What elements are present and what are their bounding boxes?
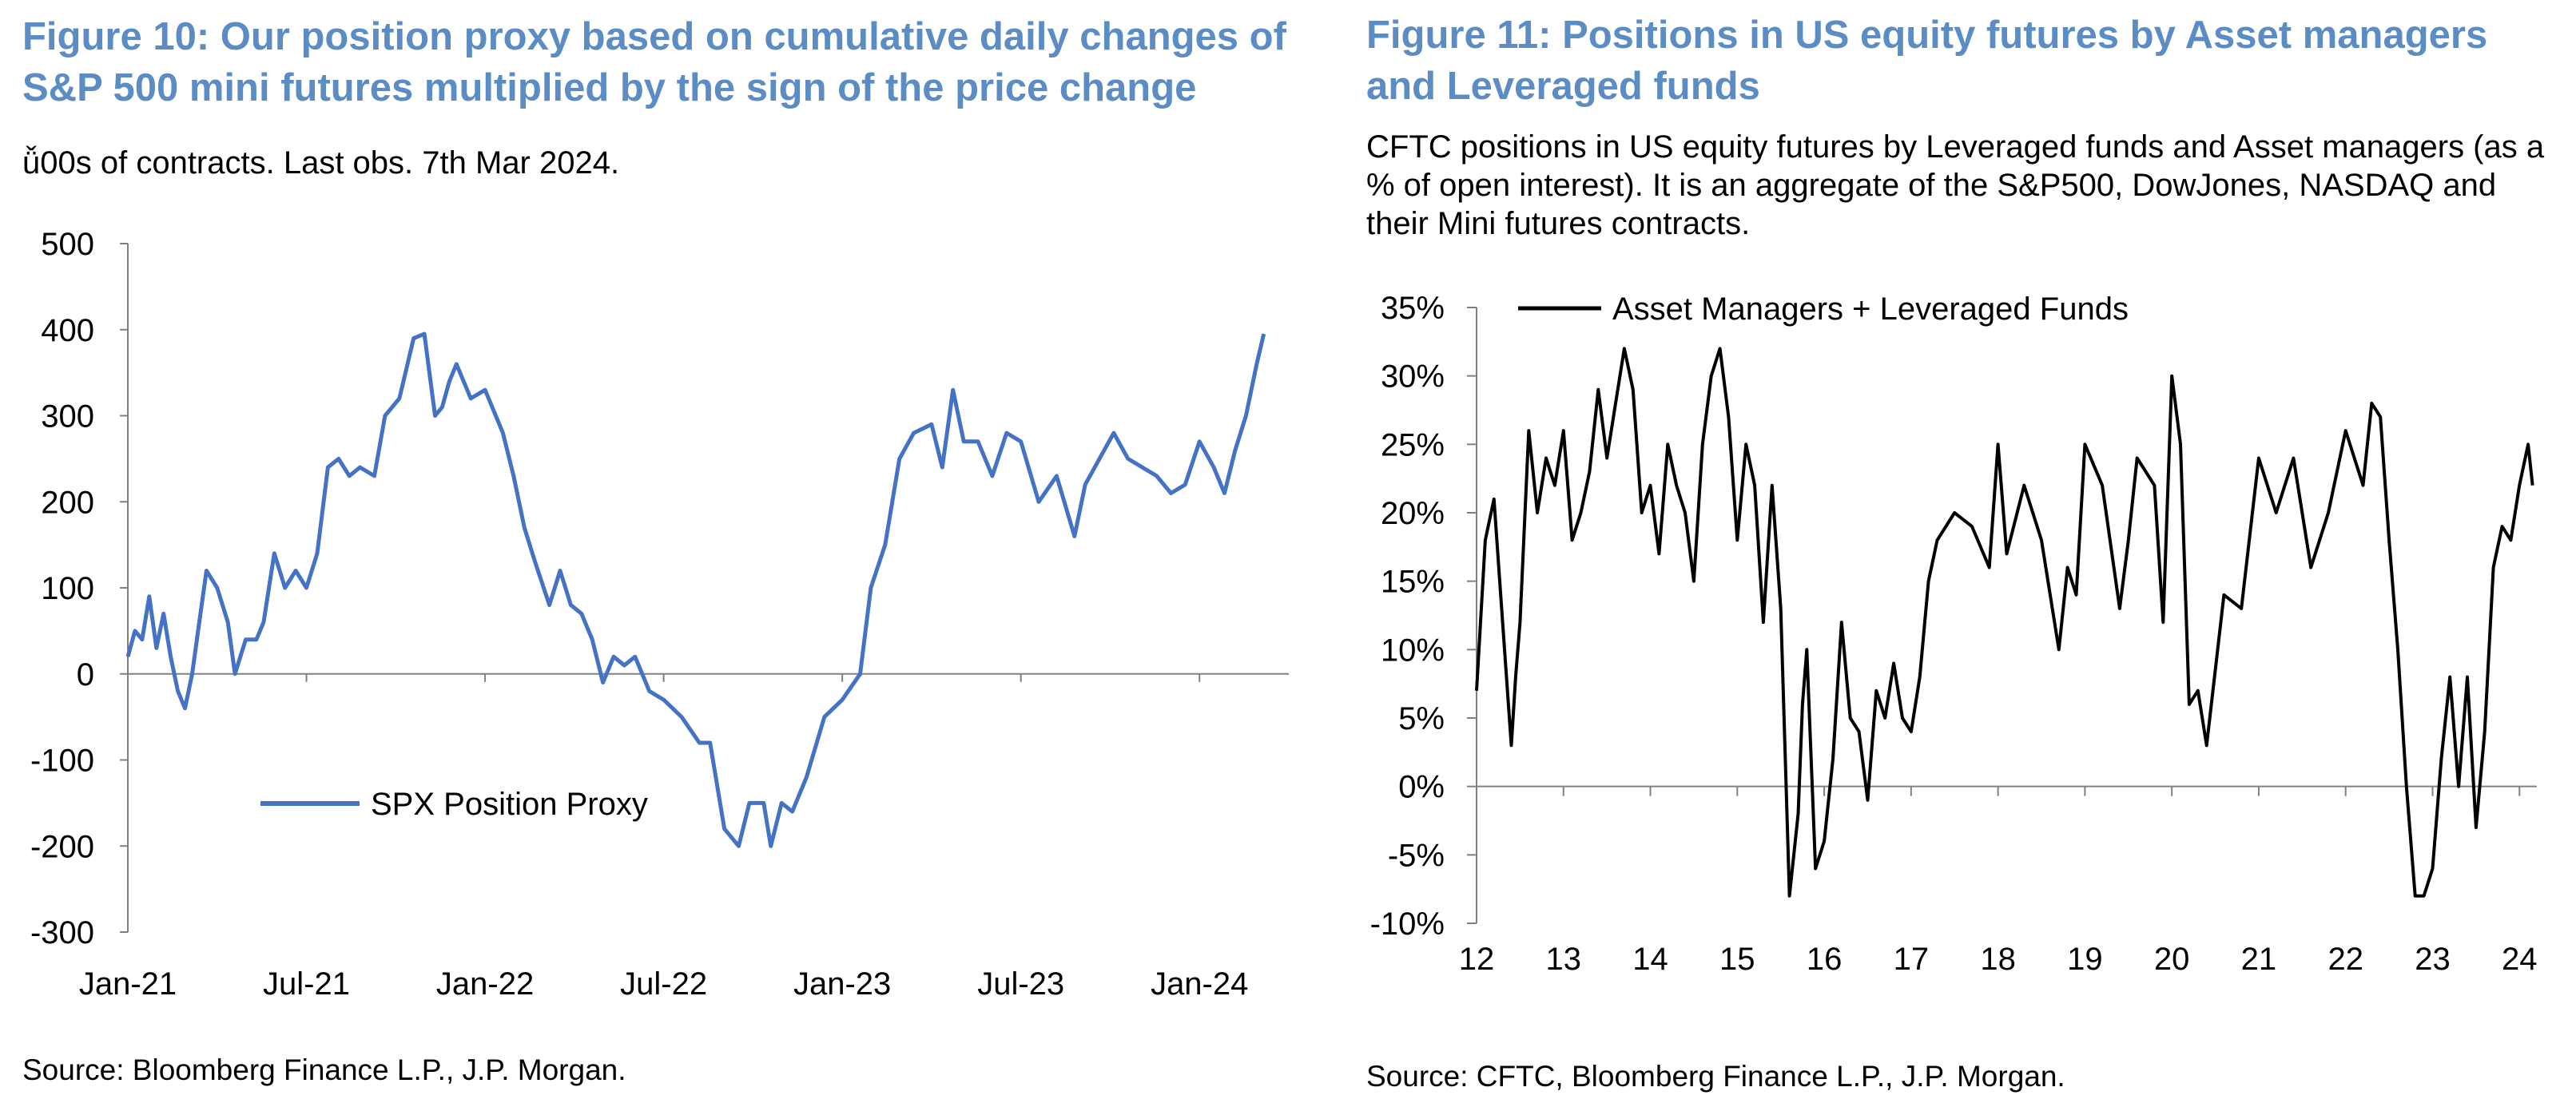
left-line-chart: 500 400 300 200 100 0 -100 -200 -300 Jan-21 Jul-21… — [30, 227, 1289, 1002]
y-tick-label: 100 — [41, 571, 94, 606]
y-tick-label: 10% — [1381, 633, 1445, 668]
y-tick-label: 300 — [41, 399, 94, 434]
y-tick-label: 15% — [1381, 565, 1445, 600]
y-tick-label: 0 — [77, 657, 94, 692]
x-tick-label: 19 — [2067, 942, 2103, 977]
x-tick-label: Jul-21 — [263, 966, 350, 1002]
x-tick-label: 15 — [1719, 942, 1755, 977]
series-line — [125, 331, 1266, 848]
x-tick-label: Jan-23 — [793, 966, 891, 1002]
x-tick-label: 23 — [2415, 942, 2451, 977]
y-tick-label: 20% — [1381, 496, 1445, 531]
y-tick-label: 200 — [41, 485, 94, 520]
y-tick-label: -5% — [1388, 838, 1445, 873]
legend-label: SPX Position Proxy — [371, 787, 648, 822]
y-tick-label: 25% — [1381, 427, 1445, 462]
left-figure-subtitle: ǚ00s of contracts. Last obs. 7th Mar 202… — [22, 145, 620, 181]
y-tick-label: -200 — [30, 829, 94, 864]
x-tick-label: 18 — [1980, 942, 2016, 977]
y-tick-label: 400 — [41, 313, 94, 348]
x-tick-label: 12 — [1459, 942, 1495, 977]
right-figure-subtitle: CFTC positions in US equity futures by L… — [1366, 129, 2545, 241]
right-figure-source: Source: CFTC, Bloomberg Finance L.P., J.… — [1366, 1060, 2065, 1093]
y-tick-label: 5% — [1398, 701, 1445, 736]
legend-label: Asset Managers + Leveraged Funds — [1612, 292, 2129, 327]
y-tick-label: -100 — [30, 744, 94, 779]
y-tick-label: 500 — [41, 227, 94, 262]
series-line — [1475, 347, 2534, 898]
y-tick-label: 30% — [1381, 359, 1445, 395]
x-tick-label: 21 — [2241, 942, 2277, 977]
y-tick-label: 0% — [1398, 770, 1445, 805]
right-figure-title: Figure 11: Positions in US equity future… — [1366, 14, 2488, 108]
x-tick-label: Jul-23 — [977, 966, 1064, 1002]
x-tick-label: 22 — [2328, 942, 2363, 977]
y-tick-label: 35% — [1381, 291, 1445, 326]
left-figure-source: Source: Bloomberg Finance L.P., J.P. Mor… — [22, 1053, 626, 1086]
y-tick-label: -300 — [30, 915, 94, 950]
left-figure-title: Figure 10: Our position proxy based on c… — [22, 15, 1286, 109]
x-tick-label: 13 — [1546, 942, 1582, 977]
x-tick-label: Jan-21 — [79, 966, 177, 1002]
x-tick-label: 17 — [1894, 942, 1930, 977]
x-tick-label: Jan-24 — [1151, 966, 1248, 1002]
right-line-chart: 35% 30% 25% 20% 15% 10% 5% 0% -5% -10% 12 13 14 15 16 1… — [1370, 291, 2538, 977]
y-tick-label: -10% — [1370, 907, 1445, 942]
x-tick-label: 20 — [2154, 942, 2190, 977]
x-tick-label: 16 — [1807, 942, 1843, 977]
right-figure-panel: Figure 11: Positions in US equity future… — [1342, 0, 2576, 1107]
x-tick-label: Jan-22 — [436, 966, 534, 1002]
x-tick-label: 24 — [2502, 942, 2538, 977]
x-tick-label: Jul-22 — [620, 966, 707, 1002]
x-tick-label: 14 — [1632, 942, 1668, 977]
left-figure-panel: Figure 10: Our position proxy based on c… — [22, 15, 1289, 1086]
